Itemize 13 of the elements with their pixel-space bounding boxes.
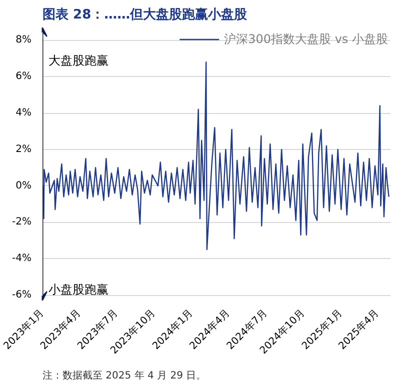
y-tick-label: 6%: [16, 71, 32, 82]
annotation: 大盘股跑赢: [48, 54, 108, 68]
y-tick-label: 0%: [16, 180, 32, 192]
y-tick-label: -6%: [12, 290, 32, 301]
legend-label: 沪深300指数大盘股 vs 小盘股: [224, 30, 388, 48]
y-tick-label: 8%: [16, 34, 32, 46]
y-tick-label: -2%: [12, 216, 32, 228]
y-tick-label: 4%: [16, 108, 32, 119]
text: 注：数据截至 2025 年 4 月 29 日。: [42, 370, 206, 382]
y-tick-label: 2%: [16, 144, 32, 155]
chart-title: 图表 28：……但大盘股跑赢小盘股: [42, 6, 248, 22]
annotation: 小盘股跑赢: [48, 282, 108, 296]
y-tick-label: -4%: [12, 253, 32, 264]
